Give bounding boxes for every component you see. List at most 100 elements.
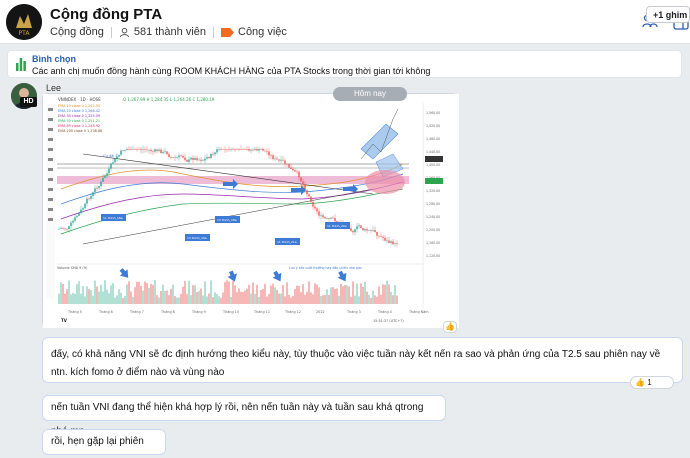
- sender-name[interactable]: Lee: [46, 83, 62, 93]
- members-link[interactable]: 581 thành viên: [119, 26, 206, 38]
- volume-bar: [106, 289, 108, 304]
- y-tick-label: 1,200.00: [426, 228, 440, 232]
- chart-ohlc: O 1,267.99 H 1,284.35 L 1,264.26 C 1,280…: [123, 97, 215, 102]
- x-tick-label: Tháng Năm: [408, 310, 429, 314]
- chart-symbol: VNINDEX · 1D · HOSE: [58, 97, 101, 102]
- volume-bar: [258, 296, 260, 304]
- x-tick-label: Tháng 9: [191, 310, 206, 314]
- candle-body: [356, 226, 358, 230]
- volume-bar: [390, 291, 392, 304]
- candle-body: [242, 149, 244, 150]
- annotation-box: 11 thinh_18a: [103, 216, 123, 220]
- candle-body: [148, 149, 150, 151]
- candle-body: [144, 149, 146, 151]
- volume-bar: [108, 293, 110, 304]
- candle-body: [258, 149, 260, 151]
- group-title: Cộng đồng PTA: [50, 6, 163, 23]
- volume-bar: [318, 287, 320, 304]
- candle-body: [370, 230, 372, 231]
- message-bubble[interactable]: nến tuần VNI đang thể hiện khá hợp lý rồ…: [42, 395, 446, 437]
- more-pins-button[interactable]: +1 ghim: [646, 6, 690, 23]
- candle-body: [142, 149, 144, 151]
- candle-body: [62, 228, 64, 229]
- x-tick-label: Tháng 10: [222, 310, 239, 314]
- volume-bar: [334, 288, 336, 304]
- volume-bar: [168, 295, 170, 304]
- volume-bar: [280, 293, 282, 304]
- message-bubble[interactable]: rồi, hẹn gặp lại phiên mai: [42, 429, 166, 455]
- volume-bar: [248, 284, 250, 304]
- x-tick-label: Tháng 12: [284, 310, 301, 314]
- image-reaction-button[interactable]: 👍: [443, 321, 457, 333]
- candle-body: [104, 175, 106, 178]
- pinned-poll-banner[interactable]: Bình chọn Các anh chị muốn đồng hành cùn…: [7, 50, 682, 78]
- volume-bar: [324, 295, 326, 304]
- volume-bar: [86, 286, 88, 304]
- candle-body: [82, 208, 84, 210]
- volume-bar: [98, 291, 100, 304]
- volume-bar: [276, 289, 278, 304]
- candle-body: [394, 243, 396, 244]
- candle-body: [358, 225, 360, 227]
- group-logo[interactable]: PTA: [6, 4, 42, 40]
- candle-body: [300, 177, 302, 182]
- message-bubble[interactable]: đấy, có khả năng VNI sẽ đc định hướng th…: [42, 337, 683, 383]
- projection-box: [360, 123, 399, 160]
- volume-bar: [394, 285, 396, 304]
- volume-bar: [190, 295, 192, 304]
- candle-body: [174, 157, 176, 158]
- volume-bar: [134, 287, 136, 304]
- candle-body: [88, 198, 90, 200]
- volume-bar: [90, 290, 92, 304]
- volume-bar: [136, 281, 138, 304]
- x-tick-label: 2022: [316, 310, 325, 314]
- candle-body: [80, 209, 82, 214]
- volume-bar: [392, 295, 394, 304]
- candle-body: [328, 218, 330, 219]
- volume-bar: [232, 280, 234, 304]
- candle-body: [92, 192, 94, 197]
- chart-annotation: Ưu đãi 1: [103, 154, 118, 158]
- volume-bar: [96, 286, 98, 304]
- volume-bar: [110, 285, 112, 304]
- candle-body: [108, 168, 110, 174]
- volume-bar: [116, 295, 118, 304]
- candle-body: [160, 149, 162, 154]
- candle-body: [372, 230, 374, 231]
- candle-body: [334, 218, 336, 222]
- volume-bar: [148, 288, 150, 304]
- volume-bar: [368, 294, 370, 304]
- volume-bar: [338, 295, 340, 304]
- candle-body: [156, 149, 158, 151]
- candle-body: [162, 151, 164, 154]
- poll-question: Các anh chị muốn đồng hành cùng ROOM KHÁ…: [32, 66, 431, 76]
- volume-bar: [228, 281, 230, 304]
- volume-bar: [346, 285, 348, 304]
- candle-body: [170, 157, 172, 158]
- candle-body: [264, 150, 266, 152]
- volume-bar: [214, 292, 216, 304]
- volume-bar: [140, 285, 142, 304]
- volume-bar: [308, 281, 310, 304]
- tasks-link[interactable]: Công việc: [221, 26, 287, 38]
- volume-bar: [146, 283, 148, 304]
- volume-bar: [160, 290, 162, 304]
- candle-body: [220, 149, 222, 150]
- candle-body: [216, 149, 218, 153]
- volume-bar: [266, 296, 268, 304]
- candle-body: [122, 150, 124, 152]
- candle-body: [126, 149, 128, 151]
- candle-body: [206, 157, 208, 159]
- candle-body: [252, 149, 254, 151]
- volume-bar: [144, 281, 146, 304]
- volume-bar: [342, 286, 344, 304]
- y-tick-label: 1,280.00: [426, 202, 440, 206]
- candle-body: [304, 184, 306, 191]
- candle-body: [152, 151, 154, 152]
- candlesticks: [58, 145, 398, 247]
- message-reaction[interactable]: 👍 1: [630, 376, 674, 389]
- candle-body: [224, 149, 226, 150]
- candle-body: [360, 225, 362, 229]
- ma-legend: EMA 10 close 0 1,262.55 EMA 20 close 0 1…: [58, 104, 102, 133]
- chart-image-message[interactable]: VNINDEX · 1D · HOSE O 1,267.99 H 1,284.3…: [42, 93, 459, 328]
